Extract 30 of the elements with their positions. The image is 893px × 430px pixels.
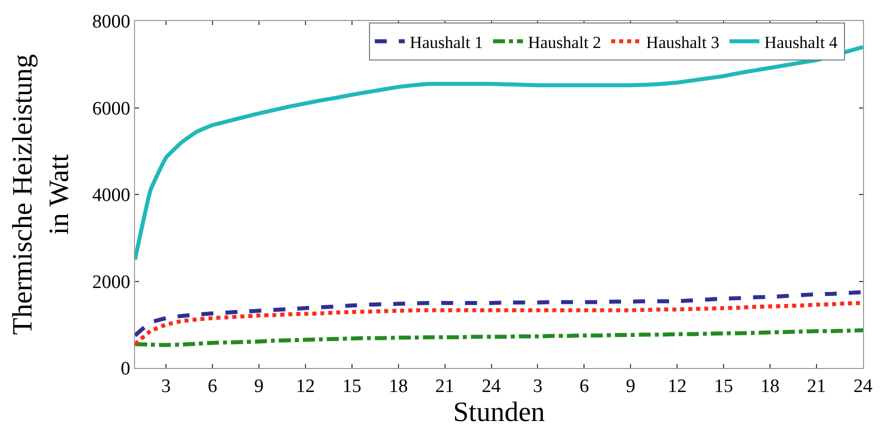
x-tick-label: 12 [668,376,687,397]
y-axis-title: Thermische Heizleistung in Watt [8,54,75,335]
y-tick-label: 2000 [92,272,130,293]
line-series [135,300,863,346]
x-tick-label: 9 [626,376,636,397]
x-tick-label: 24 [854,376,873,397]
x-tick-label: 12 [296,376,315,397]
legend-label: Haushalt 2 [528,32,602,52]
x-tick-label: 15 [714,376,734,397]
x-tick-label: 3 [532,376,542,397]
x-axis-title: Stunden [453,396,545,428]
x-tick-label: 9 [254,376,264,397]
x-tick-label: 21 [435,376,454,397]
x-tick-label: 18 [388,376,408,397]
x-tick-label: 3 [161,376,171,397]
y-tick-label: 8000 [92,12,130,33]
x-tick-label: 15 [342,376,362,397]
line-series [135,290,863,338]
line-series [135,328,863,348]
y-tick-label: 0 [120,358,130,380]
x-tick-label: 6 [579,376,589,397]
legend-label: Haushalt 3 [646,32,720,52]
y-tick-label: 6000 [92,98,130,120]
x-tick-label: 24 [482,376,502,397]
y-tick-label: 4000 [92,185,130,206]
x-tick-label: 21 [807,376,826,397]
legend-label: Haushalt 1 [410,32,483,52]
x-tick-label: 6 [208,376,218,397]
legend-label: Haushalt 4 [764,32,838,52]
x-tick-label: 18 [760,376,780,397]
